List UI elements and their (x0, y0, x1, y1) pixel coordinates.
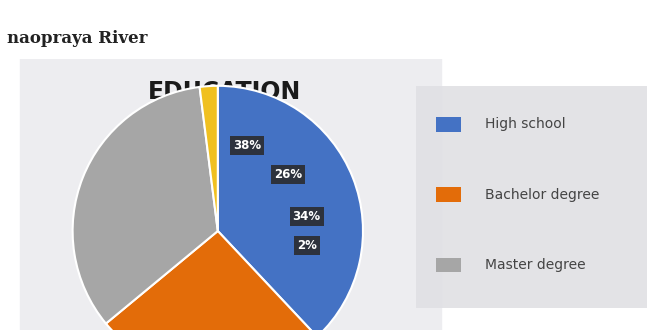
Text: 26%: 26% (274, 168, 302, 181)
Text: 34%: 34% (292, 211, 321, 223)
Wedge shape (73, 87, 218, 323)
FancyBboxPatch shape (436, 187, 461, 202)
Text: naopraya River: naopraya River (7, 30, 147, 47)
FancyBboxPatch shape (436, 117, 461, 132)
Text: 38%: 38% (233, 139, 261, 152)
FancyBboxPatch shape (20, 54, 442, 330)
Wedge shape (199, 86, 218, 231)
FancyBboxPatch shape (416, 86, 647, 308)
Text: Bachelor degree: Bachelor degree (485, 188, 599, 202)
Text: EDUCATION: EDUCATION (148, 80, 301, 104)
Wedge shape (106, 231, 317, 330)
FancyBboxPatch shape (436, 258, 461, 273)
Text: Master degree: Master degree (485, 258, 585, 272)
Text: 2%: 2% (297, 239, 317, 251)
Text: High school: High school (485, 117, 566, 131)
Wedge shape (218, 86, 363, 330)
